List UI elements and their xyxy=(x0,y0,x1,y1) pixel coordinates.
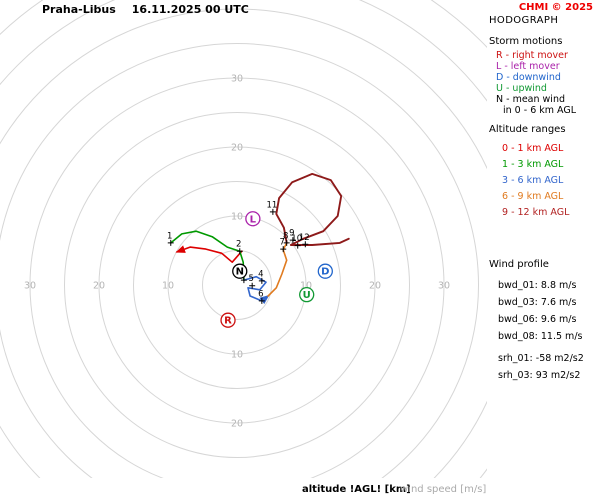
altitude-label-8: 8 xyxy=(283,231,288,241)
altitude-cross-11 xyxy=(269,208,276,215)
altitude-label-1: 1 xyxy=(167,231,172,241)
grid-tick-label: 20 xyxy=(369,281,381,292)
grid-ring-15 xyxy=(133,181,341,389)
grid-tick-label: 30 xyxy=(438,281,450,292)
grid-tick-label: 10 xyxy=(231,350,243,361)
trace-3-6km xyxy=(243,275,270,305)
legend-downwind: D - downwind xyxy=(496,72,561,83)
altitude-label-12: 12 xyxy=(299,233,310,243)
storm-marker-circle-U xyxy=(299,287,315,303)
altitude-cross-2 xyxy=(236,248,243,255)
legend-mean-wind: N - mean wind xyxy=(496,94,565,105)
storm-marker-R: R xyxy=(224,316,232,327)
storm-marker-circle-D xyxy=(317,263,333,279)
altitude-cross-3 xyxy=(240,277,247,284)
altitude-cross-9 xyxy=(289,237,296,244)
copyright-notice: CHMI © 2025 xyxy=(518,2,593,13)
altitude-label-6: 6 xyxy=(258,289,263,299)
storm-marker-circle-L xyxy=(245,211,261,227)
storm-motions-section: Storm motions R - right mover L - left m… xyxy=(489,36,597,116)
altitude-ranges-section: Altitude ranges 0 - 1 km AGL 1 - 3 km AG… xyxy=(489,124,597,221)
wind-profile-srh03: srh_03: 93 m2/s2 xyxy=(498,370,581,381)
altitude-cross-1 xyxy=(167,239,174,246)
altitude-label-2: 2 xyxy=(236,240,241,250)
grid-tick-label: 10 xyxy=(162,281,174,292)
wind-profile-srh01: srh_01: -58 m2/s2 xyxy=(498,353,584,364)
altitude-label-4: 4 xyxy=(258,269,263,279)
legend-right-mover: R - right mover xyxy=(496,50,568,61)
altitude-cross-5 xyxy=(249,282,256,289)
storm-motions-title: Storm motions xyxy=(489,36,563,47)
altitude-label-7: 7 xyxy=(280,238,285,248)
trace-0-1km xyxy=(175,245,243,264)
legend-upwind: U - upwind xyxy=(496,83,547,94)
storm-marker-U: U xyxy=(303,290,311,301)
storm-marker-circle-N xyxy=(232,263,248,279)
altitude-cross-7 xyxy=(280,246,287,253)
wind-profile-bwd08: bwd_08: 11.5 m/s xyxy=(498,331,583,342)
grid-ring-40 xyxy=(0,8,487,478)
grid-tick-label: 10 xyxy=(300,281,312,292)
storm-marker-L: L xyxy=(250,214,257,225)
station-name: Praha-Libus xyxy=(42,3,116,16)
legend-range-1-3: 1 - 3 km AGL xyxy=(502,159,564,170)
header: Praha-Libus 16.11.2025 00 UTC xyxy=(42,3,249,16)
grid-ring-50 xyxy=(0,0,487,49)
legend-mean-wind-sub: in 0 - 6 km AGL xyxy=(503,105,577,116)
grid-tick-label: 20 xyxy=(231,419,243,430)
storm-marker-D: D xyxy=(321,267,329,278)
wind-profile-bwd01: bwd_01: 8.8 m/s xyxy=(498,280,577,291)
panel-title: HODOGRAPH xyxy=(489,15,559,26)
hodograph-chart: 1010101020202020303030123456789101112LDU… xyxy=(0,0,487,478)
grid-ring-35 xyxy=(0,43,479,478)
legend-range-9-12: 9 - 12 km AGL xyxy=(502,207,570,218)
x-axis-label-altitude: altitude !AGL! [km] xyxy=(302,484,411,495)
altitude-cross-4 xyxy=(258,277,265,284)
grid-tick-label: 20 xyxy=(93,281,105,292)
altitude-label-11: 11 xyxy=(266,200,277,210)
grid-ring-5 xyxy=(202,250,272,320)
altitude-label-5: 5 xyxy=(248,274,253,284)
grid-ring-20 xyxy=(98,146,376,424)
grid-tick-label: 30 xyxy=(24,281,36,292)
x-axis-label-windspeed: wind speed [m/s] xyxy=(400,484,487,495)
altitude-label-9: 9 xyxy=(289,229,294,239)
grid-ring-10 xyxy=(167,215,307,355)
altitude-cross-6 xyxy=(258,297,265,304)
grid-ring-45 xyxy=(0,0,487,478)
trace-1-3km xyxy=(170,230,245,282)
wind-profile-bwd06: bwd_06: 9.6 m/s xyxy=(498,314,577,325)
wind-profile-section: Wind profile bwd_01: 8.8 m/s bwd_03: 7.6… xyxy=(489,259,597,384)
altitude-label-10: 10 xyxy=(291,234,302,244)
legend-range-3-6: 3 - 6 km AGL xyxy=(502,175,564,186)
grid-ring-30 xyxy=(29,77,445,478)
altitude-cross-10 xyxy=(294,242,301,249)
grid-tick-label: 30 xyxy=(231,74,243,85)
legend-range-6-9: 6 - 9 km AGL xyxy=(502,191,564,202)
grid-tick-label: 20 xyxy=(231,143,243,154)
altitude-cross-8 xyxy=(283,239,290,246)
wind-profile-bwd03: bwd_03: 7.6 m/s xyxy=(498,297,577,308)
altitude-cross-12 xyxy=(302,241,309,248)
srh-group: srh_01: -58 m2/s2 srh_03: 93 m2/s2 xyxy=(489,350,597,384)
legend-range-0-1: 0 - 1 km AGL xyxy=(502,143,564,154)
storm-marker-N: N xyxy=(236,267,244,278)
grid-tick-label: 10 xyxy=(231,212,243,223)
sounding-datetime: 16.11.2025 00 UTC xyxy=(131,3,249,16)
storm-marker-circle-R xyxy=(220,312,236,328)
altitude-ranges-title: Altitude ranges xyxy=(489,124,566,135)
grid-ring-25 xyxy=(64,112,410,458)
legend-left-mover: L - left mover xyxy=(496,61,560,72)
legend-panel: HODOGRAPH Storm motions R - right mover … xyxy=(489,15,597,384)
wind-profile-title: Wind profile xyxy=(489,259,549,270)
